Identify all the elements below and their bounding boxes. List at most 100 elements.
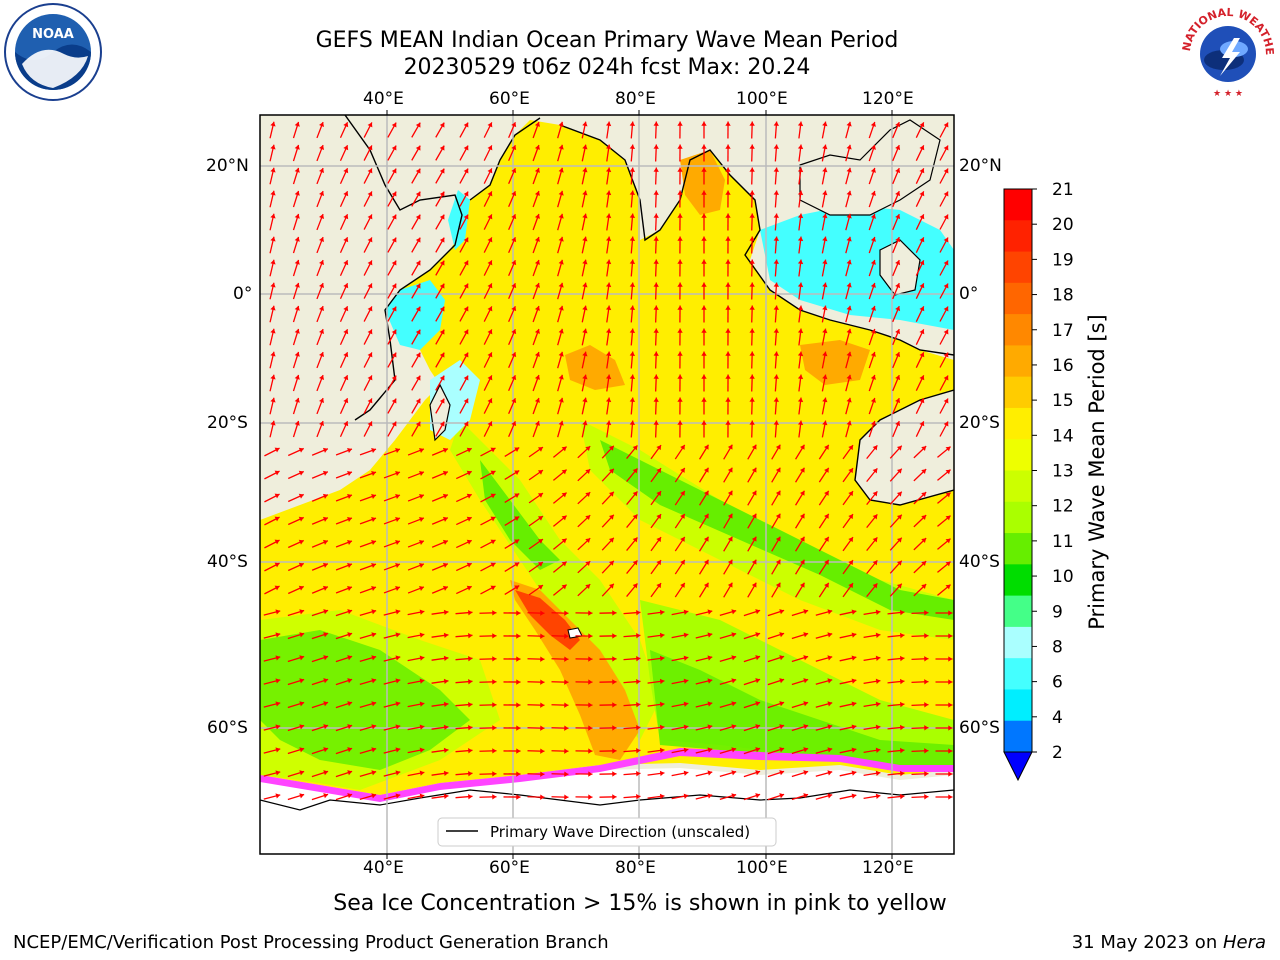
- wave-arrow-head: [463, 237, 469, 243]
- wave-arrow-head: [945, 492, 951, 498]
- colorbar-tick-label: 17: [1052, 321, 1074, 341]
- wave-arrow-head: [895, 145, 901, 151]
- wave-arrow-head: [468, 632, 473, 639]
- wave-arrow-head: [463, 329, 469, 335]
- wave-arrow-head: [680, 490, 685, 496]
- wave-arrow-head: [701, 282, 707, 287]
- wave-arrow-head: [872, 491, 878, 497]
- wave-arrow-head: [921, 492, 927, 497]
- wave-arrow-head: [827, 655, 833, 661]
- wave-arrow-head: [514, 470, 520, 476]
- wave-arrow-head: [656, 583, 662, 589]
- wave-arrow-head: [924, 771, 929, 777]
- wave-arrow-head: [924, 794, 929, 800]
- wave-arrow-head: [395, 540, 400, 546]
- wave-arrow-head: [848, 491, 853, 497]
- wave-arrow-head: [629, 328, 636, 333]
- wave-arrow-head: [516, 656, 521, 662]
- wave-arrow-head: [347, 793, 353, 799]
- wave-arrow-head: [439, 260, 445, 266]
- wave-arrow-head: [797, 190, 804, 196]
- wave-arrow-head: [468, 724, 473, 731]
- wave-arrow-head: [487, 283, 493, 289]
- wave-arrow-head: [725, 374, 731, 379]
- wave-arrow-head: [773, 305, 779, 310]
- wave-arrow-head: [870, 121, 876, 127]
- wave-arrow-head: [299, 747, 305, 753]
- wave-arrow-head: [294, 351, 300, 357]
- wave-arrow-head: [415, 329, 421, 335]
- wave-arrow-head: [875, 655, 881, 661]
- wave-arrow-head: [636, 610, 641, 616]
- wave-arrow-head: [677, 351, 683, 356]
- wave-arrow-head: [540, 679, 545, 685]
- wave-arrow-head: [442, 470, 448, 476]
- wave-arrow-head: [680, 467, 685, 473]
- wave-arrow-head: [561, 515, 567, 521]
- wave-arrow-head: [870, 144, 876, 150]
- wave-arrow-head: [899, 632, 905, 639]
- wave-arrow-head: [367, 352, 373, 358]
- wave-arrow-head: [629, 213, 636, 218]
- footer-date: 31 May 2023 on: [1071, 932, 1223, 953]
- wave-arrow-head: [439, 283, 445, 289]
- wave-arrow-head: [540, 748, 545, 754]
- wave-arrow-head: [294, 328, 300, 334]
- wave-arrow-head: [948, 702, 953, 708]
- wave-arrow-head: [677, 167, 683, 172]
- wave-arrow-head: [367, 145, 373, 151]
- wave-arrow-head: [701, 328, 707, 333]
- wave-arrow-head: [827, 793, 833, 799]
- colorbar: 21 20 19 18 17 16 15 14 13 12 11 10 9 8 6 4 2: [1003, 180, 1074, 782]
- wave-arrow-head: [827, 747, 833, 753]
- wave-arrow-head: [822, 351, 828, 357]
- wave-arrow-head: [487, 421, 493, 427]
- wave-arrow-head: [677, 144, 683, 149]
- wave-arrow-head: [468, 793, 473, 800]
- lon-tick-top-120e: 120°E: [862, 89, 914, 109]
- wave-arrow-head: [851, 678, 857, 684]
- wave-arrow-head: [319, 122, 325, 127]
- wave-arrow-head: [319, 352, 325, 357]
- wave-arrow-head: [299, 793, 305, 799]
- wave-arrow-head: [924, 679, 929, 685]
- wave-arrow-head: [468, 655, 473, 662]
- wave-arrow-head: [468, 701, 473, 708]
- wave-arrow-head: [751, 490, 757, 496]
- wave-arrow-head: [701, 397, 707, 402]
- wave-arrow-head: [749, 282, 755, 287]
- colorbar-tick-label: 15: [1052, 391, 1074, 411]
- wave-arrow-head: [371, 747, 377, 753]
- wave-arrow-head: [270, 420, 276, 426]
- colorbar-swatch: [1004, 282, 1032, 315]
- wave-arrow-head: [582, 397, 588, 403]
- wave-arrow-head: [367, 122, 373, 128]
- wave-arrow-head: [466, 539, 472, 545]
- wave-arrow-head: [924, 702, 929, 708]
- wave-arrow-head: [534, 122, 540, 127]
- wave-arrow-head: [319, 214, 325, 219]
- wave-arrow-head: [875, 724, 881, 730]
- wave-arrow-head: [899, 747, 905, 754]
- wave-arrow-head: [945, 446, 951, 452]
- wave-arrow-head: [924, 610, 929, 616]
- wave-arrow-head: [347, 539, 352, 545]
- wave-arrow-head: [516, 748, 521, 754]
- wave-arrow-head: [731, 724, 737, 730]
- wave-arrow-head: [629, 259, 636, 264]
- wave-arrow-head: [921, 446, 927, 451]
- wave-arrow-head: [391, 145, 397, 151]
- wave-arrow-head: [466, 516, 472, 522]
- wave-arrow-head: [299, 632, 305, 638]
- wave-arrow-head: [775, 582, 781, 588]
- colorbar-swatch: [1004, 595, 1032, 628]
- wave-arrow-head: [371, 517, 376, 523]
- wave-arrow-head: [391, 306, 397, 312]
- wave-arrow-head: [534, 421, 540, 426]
- wave-arrow-head: [799, 513, 805, 519]
- wave-arrow-head: [636, 633, 641, 639]
- wave-arrow-head: [629, 374, 636, 379]
- wave-arrow-head: [636, 771, 641, 777]
- colorbar-swatch: [1004, 564, 1032, 597]
